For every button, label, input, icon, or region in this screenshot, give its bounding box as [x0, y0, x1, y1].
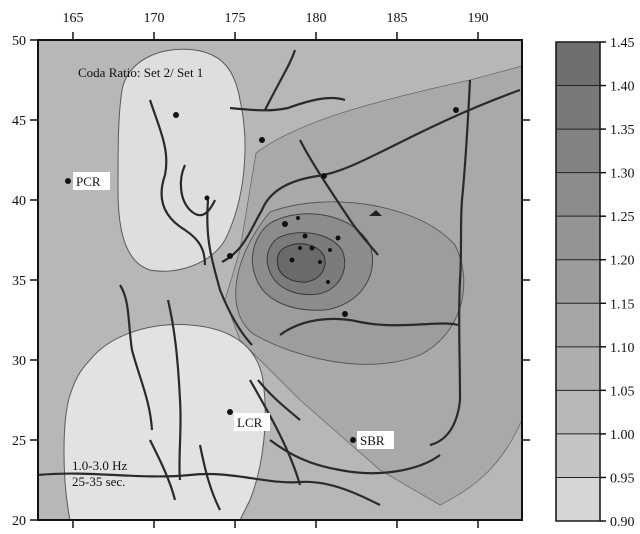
coastlines [37, 49, 521, 511]
y-tick-label: 35 [12, 274, 26, 289]
map-panel: PCR LCR SBR Coda Ratio: Set 2/ Set 1 1.0… [12, 11, 530, 529]
colorbar-cell [556, 42, 600, 86]
colorbar-label: 1.05 [610, 384, 635, 399]
reference-marker [369, 210, 382, 216]
colorbar-label: 1.25 [610, 210, 635, 225]
colorbar-label: 1.10 [610, 341, 635, 356]
colorbar-label: 1.15 [610, 297, 635, 312]
contour-region-1.30 [276, 243, 326, 283]
y-tick-label: 30 [12, 354, 26, 369]
station-sbr-box [357, 431, 394, 449]
colorbar-cell [556, 390, 600, 434]
colorbar: 1.45 1.40 1.35 1.30 1.25 1.20 1.15 1.10 1.05 1.00… [555, 36, 635, 530]
colorbar-label: 1.20 [610, 254, 635, 269]
band-text-1: 1.0-3.0 Hz [72, 458, 127, 473]
y-tick-label: 20 [12, 514, 26, 529]
colorbar-label: 1.00 [610, 428, 635, 443]
station-lcr-box [234, 413, 270, 431]
x-tick-label: 165 [63, 11, 84, 26]
station-pcr-label: PCR [76, 174, 101, 189]
epicenters [173, 107, 459, 317]
station-pcr-marker [65, 178, 71, 184]
colorbar-cell [556, 477, 600, 521]
map-title: Coda Ratio: Set 2/ Set 1 [78, 65, 203, 80]
station-lcr-label: LCR [237, 415, 263, 430]
colorbar-cell [556, 216, 600, 260]
colorbar-cells [556, 42, 600, 521]
x-tick-labels: 165 170 175 180 185 190 [63, 11, 489, 26]
x-tick-label: 175 [225, 11, 246, 26]
colorbar-cell [556, 346, 600, 391]
colorbar-label: 1.45 [610, 36, 635, 51]
colorbar-cell [556, 172, 600, 217]
colorbar-cell [556, 259, 600, 304]
colorbar-label: 1.35 [610, 123, 635, 138]
x-tick-label: 170 [144, 11, 165, 26]
y-tick-labels: 50 45 40 35 30 25 20 [12, 34, 26, 529]
station-lcr-marker [227, 409, 233, 415]
band-text-2: 25-35 sec. [72, 474, 125, 489]
colorbar-cell [556, 85, 600, 130]
y-tick-label: 25 [12, 434, 26, 449]
y-tick-label: 50 [12, 34, 26, 49]
station-sbr-marker [350, 437, 356, 443]
colorbar-cell [556, 129, 600, 173]
x-tick-label: 185 [387, 11, 408, 26]
x-tick-label: 190 [468, 11, 489, 26]
low-ratio-region-north [117, 48, 246, 272]
colorbar-cell [556, 303, 600, 347]
colorbar-label: 1.30 [610, 167, 635, 182]
colorbar-label: 1.40 [610, 80, 635, 95]
colorbar-labels: 1.45 1.40 1.35 1.30 1.25 1.20 1.15 1.10 1.05 1.00… [556, 36, 635, 530]
colorbar-cell [556, 433, 600, 478]
station-sbr-label: SBR [360, 433, 385, 448]
y-tick-label: 40 [12, 194, 26, 209]
axis-ticks [30, 32, 530, 528]
station-pcr-box [73, 172, 110, 190]
y-tick-label: 45 [12, 114, 26, 129]
x-tick-label: 180 [306, 11, 327, 26]
colorbar-label: 0.95 [610, 471, 635, 486]
low-ratio-region-south [63, 324, 266, 521]
colorbar-label: 0.90 [610, 515, 635, 530]
